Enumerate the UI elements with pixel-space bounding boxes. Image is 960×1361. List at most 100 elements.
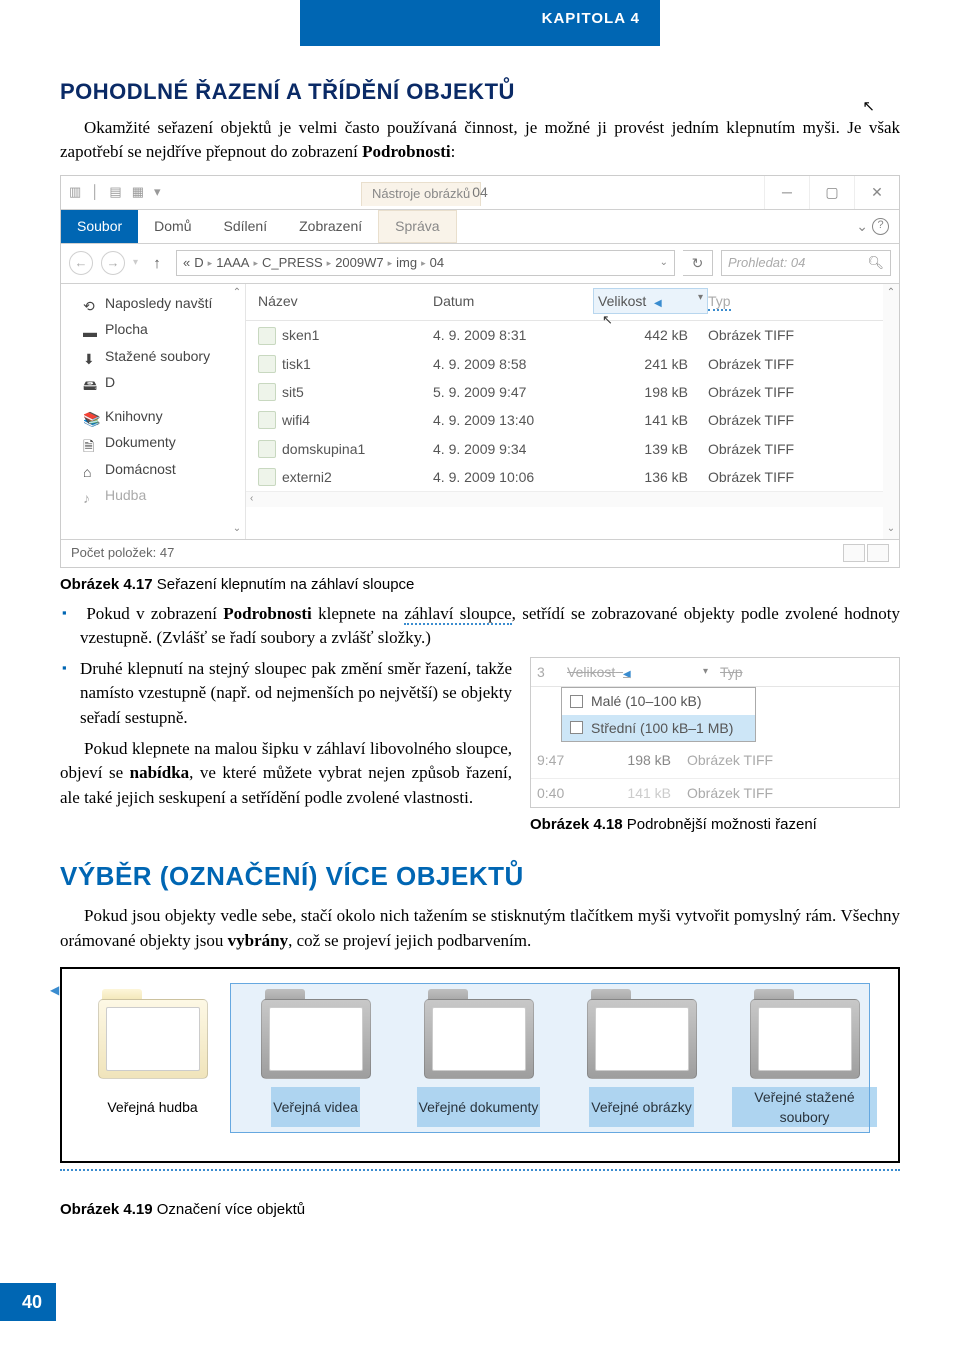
ribbon-expand[interactable]: ⌄ ? xyxy=(856,216,899,236)
file-icon xyxy=(258,327,276,345)
callout-marker-icon: ◀ xyxy=(50,982,59,999)
tab-sprava[interactable]: Správa xyxy=(378,210,456,243)
music-icon: ♪ xyxy=(83,488,99,502)
back-button[interactable]: ← xyxy=(69,251,93,275)
section2-title: VÝBĚR (OZNAČENÍ) VÍCE OBJEKTŮ xyxy=(60,858,900,896)
sidebar-item-drive[interactable]: 🖴D xyxy=(61,369,245,395)
caption-417: Obrázek 4.17 Seřazení klepnutím na záhla… xyxy=(60,574,900,596)
document-icon: 🗎 xyxy=(83,436,99,450)
file-row[interactable]: wifi44. 9. 2009 13:40141 kBObrázek TIFF xyxy=(246,406,899,434)
tab-soubor[interactable]: Soubor xyxy=(61,210,138,243)
checkbox-icon[interactable] xyxy=(570,721,583,734)
sidebar-item-libraries[interactable]: 📚Knihovny xyxy=(61,403,245,429)
checkbox-icon[interactable] xyxy=(570,695,583,708)
up-button[interactable]: ↑ xyxy=(146,252,168,274)
filter-col-size[interactable]: Velikost ◀ xyxy=(567,662,717,683)
minimize-button[interactable]: ─ xyxy=(764,176,809,209)
titlebar: ▥ │ ▤ ▦ ▾ Nástroje obrázků 04 ─ ▢ ✕ xyxy=(61,176,899,210)
history-dd-icon[interactable]: ▾ xyxy=(133,256,138,271)
bc-3[interactable]: 2009W7 xyxy=(335,254,383,273)
filter-dropdown: Malé (10–100 kB) Střední (100 kB–1 MB) xyxy=(561,687,756,742)
file-scrollbar[interactable]: ⌃⌄ xyxy=(883,284,899,539)
maximize-button[interactable]: ▢ xyxy=(809,176,854,209)
file-row[interactable]: sit55. 9. 2009 9:47198 kBObrázek TIFF xyxy=(246,378,899,406)
file-row[interactable]: externi24. 9. 2009 10:06136 kBObrázek TI… xyxy=(246,463,899,491)
qat-icon: ▦ xyxy=(132,183,144,202)
sidebar-item-downloads[interactable]: ⬇Stažené soubory xyxy=(61,343,245,369)
explorer-window: ▥ │ ▤ ▦ ▾ Nástroje obrázků 04 ─ ▢ ✕ Soub… xyxy=(60,175,900,568)
folder-icon xyxy=(261,989,371,1079)
download-icon: ⬇ xyxy=(83,349,99,363)
tab-domu[interactable]: Domů xyxy=(138,210,207,243)
sidebar-item-recent[interactable]: ⟲Naposledy navští xyxy=(61,290,245,316)
bc-1[interactable]: 1AAA xyxy=(216,254,249,273)
sidebar-item-music[interactable]: ♪Hudba xyxy=(61,482,245,508)
file-row[interactable]: domskupina14. 9. 2009 9:34139 kBObrázek … xyxy=(246,435,899,463)
column-size[interactable]: Velikost ◀ ▾ ↖ xyxy=(593,288,708,315)
nav-scrollbar[interactable]: ⌃⌄ xyxy=(229,284,245,539)
filter-row: 9:47198 kBObrázek TIFF xyxy=(531,746,899,774)
sidebar-item-homegroup[interactable]: ⌂Domácnost xyxy=(61,456,245,482)
intro-paragraph: Okamžité seřazení objektů je velmi často… xyxy=(60,116,900,165)
folder-icon xyxy=(424,989,534,1079)
search-input[interactable]: Prohledat: 04 🔍︎ xyxy=(721,250,891,276)
props-icon: ▤ xyxy=(109,183,121,202)
filter-option-medium[interactable]: Střední (100 kB–1 MB) xyxy=(562,715,755,741)
file-row[interactable]: tisk14. 9. 2009 8:58241 kBObrázek TIFF xyxy=(246,350,899,378)
file-icon xyxy=(258,468,276,486)
context-tab[interactable]: Nástroje obrázků xyxy=(361,182,481,206)
forward-button[interactable]: → xyxy=(101,251,125,275)
caption-419: Obrázek 4.19 Označení více objektů xyxy=(60,1199,900,1221)
search-placeholder: Prohledat: 04 xyxy=(728,254,805,273)
chapter-tab: KAPITOLA 4 xyxy=(300,0,660,46)
sidebar-item-documents[interactable]: 🗎Dokumenty xyxy=(61,429,245,455)
bc-drive[interactable]: D xyxy=(194,254,203,273)
callout-line xyxy=(60,1169,900,1171)
folder-icon xyxy=(587,989,697,1079)
view-switch[interactable] xyxy=(843,544,889,562)
refresh-button[interactable]: ↻ xyxy=(683,250,713,276)
bc-4[interactable]: img xyxy=(396,254,417,273)
scroll-up-icon: ⌃ xyxy=(233,286,241,301)
tab-sdileni[interactable]: Sdílení xyxy=(208,210,284,243)
file-list: Název Datum Velikost ◀ ▾ ↖ Typ sken14. 9… xyxy=(246,284,899,539)
section-title: POHODLNÉ ŘAZENÍ A TŘÍDĚNÍ OBJEKTŮ xyxy=(60,76,900,108)
column-name[interactable]: Název xyxy=(258,291,433,311)
bc-5[interactable]: 04 xyxy=(430,254,444,273)
address-bar: ← → ▾ ↑ « D▸ 1AAA▸ C_PRESS▸ 2009W7▸ img▸… xyxy=(61,244,899,284)
cursor-icon: ↖ xyxy=(602,311,613,330)
desktop-icon: ▬ xyxy=(83,322,99,336)
bullet-list: Pokud v zobrazení Podrobnosti klepnete n… xyxy=(80,602,900,651)
bc-2[interactable]: C_PRESS xyxy=(262,254,323,273)
folder-item[interactable]: Veřejná hudba xyxy=(80,989,225,1127)
horiz-scrollbar[interactable]: ‹› xyxy=(246,491,899,507)
home-icon: ⌂ xyxy=(83,462,99,476)
tab-zobrazeni[interactable]: Zobrazení xyxy=(283,210,378,243)
qat-sep-icon: │ xyxy=(91,183,99,202)
breadcrumb-dd-icon[interactable]: ⌄ xyxy=(660,256,668,271)
file-row[interactable]: sken14. 9. 2009 8:31442 kBObrázek TIFF xyxy=(246,321,899,349)
column-type[interactable]: Typ xyxy=(708,291,828,311)
column-headers: Název Datum Velikost ◀ ▾ ↖ Typ xyxy=(246,284,899,322)
folder-label: Veřejná hudba xyxy=(105,1087,199,1127)
col-dropdown-icon[interactable]: ▾ xyxy=(698,291,703,306)
cursor-icon: ↖ xyxy=(862,96,875,118)
scroll-down-icon: ⌄ xyxy=(233,522,241,537)
library-icon: 📚 xyxy=(83,409,99,423)
filter-option-small[interactable]: Malé (10–100 kB) xyxy=(562,688,755,714)
help-icon[interactable]: ? xyxy=(872,218,889,235)
folder-icon xyxy=(750,989,860,1079)
status-bar: Počet položek: 47 xyxy=(61,539,899,567)
column-date[interactable]: Datum xyxy=(433,291,593,311)
drive-icon: 🖴 xyxy=(83,375,99,389)
file-icon xyxy=(258,411,276,429)
sidebar-item-desktop[interactable]: ▬Plocha xyxy=(61,316,245,342)
folder-icon xyxy=(98,989,208,1079)
view-tiles-icon[interactable] xyxy=(867,544,889,562)
callout-arrow-icon: ◀ xyxy=(654,298,662,309)
view-details-icon[interactable] xyxy=(843,544,865,562)
close-button[interactable]: ✕ xyxy=(854,176,899,209)
page-number: 40 xyxy=(0,1283,56,1321)
filter-col-type[interactable]: Typ xyxy=(720,662,743,682)
breadcrumb[interactable]: « D▸ 1AAA▸ C_PRESS▸ 2009W7▸ img▸ 04 ⌄ xyxy=(176,250,675,276)
